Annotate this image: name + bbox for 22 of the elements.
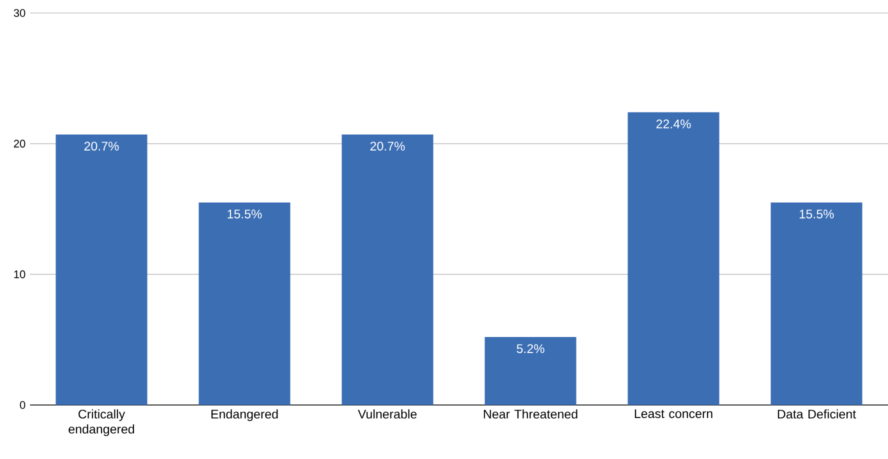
x-tick-label: Endangered [211,409,278,422]
y-tick-label: 0 [20,401,26,409]
bar [198,202,290,405]
data-label: 5.2% [516,344,544,354]
data-label: 20.7% [84,142,119,151]
x-tick-label: Least concern [634,409,712,418]
y-tick-label: 30 [14,9,26,17]
x-tick-label: Near Threatened [484,409,578,419]
y-tick-label: 20 [14,140,26,148]
x-tick-label: Critically endangered [68,409,134,436]
y-tick-label: 10 [14,270,26,278]
bar [770,202,862,405]
data-label: 15.5% [800,210,834,218]
bar [484,337,576,405]
x-tick-label: Vulnerable [358,409,417,419]
x-tick-label: Data Deficient [778,409,856,419]
data-label: 15.5% [228,210,262,218]
bar [56,134,148,405]
bar [342,134,434,405]
data-label: 22.4% [656,120,691,128]
data-label: 20.7% [370,142,405,151]
bar [628,112,720,405]
